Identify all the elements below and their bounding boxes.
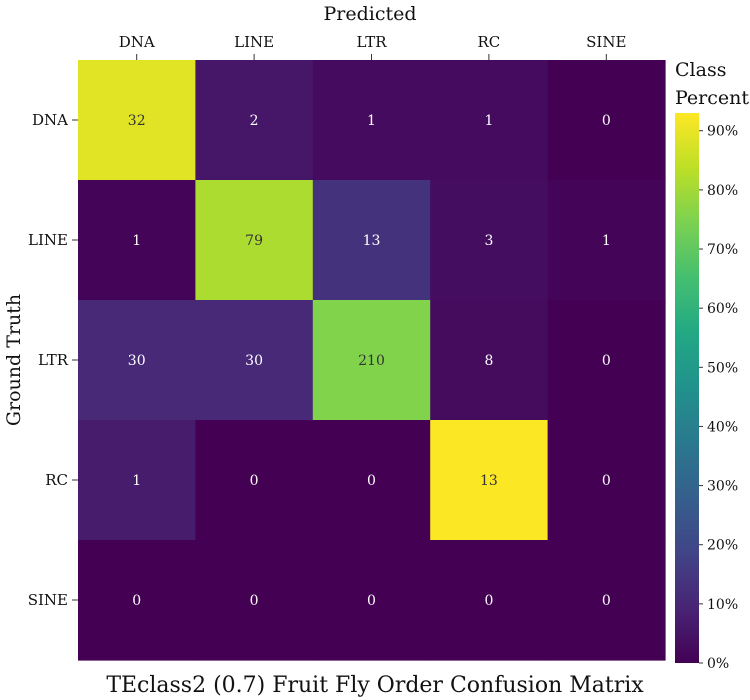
- y-tick-label: LTR: [38, 351, 69, 369]
- cell-count-label: 2: [250, 113, 259, 129]
- colorbar-tick-label: 60%: [707, 301, 738, 317]
- colorbar-tick-label: 30%: [707, 479, 738, 495]
- heatmap-cell: [430, 180, 549, 301]
- colorbar-tick-label: 90%: [707, 124, 738, 140]
- heatmap-cell: [430, 420, 549, 541]
- cell-count-label: 0: [602, 593, 611, 609]
- cell-count-label: 1: [132, 473, 141, 489]
- heatmap-cell: [547, 60, 666, 181]
- cell-count-label: 0: [484, 593, 493, 609]
- heatmap-cell: [312, 300, 431, 421]
- heatmap-cell: [195, 300, 314, 421]
- cell-count-label: 0: [602, 473, 611, 489]
- y-tick-label: RC: [45, 471, 68, 489]
- heatmap-cell-labels: 32 2 1 1 01 79 13 3 130 30 210 8 01 0 0 13 00 0 0 0 0: [128, 113, 611, 609]
- cell-count-label: 1: [602, 233, 611, 249]
- heatmap-cell: [195, 180, 314, 301]
- cell-count-label: 0: [250, 473, 259, 489]
- y-axis-ticks: DNA LINE LTR RC SINE: [28, 111, 78, 609]
- y-axis-title: Ground Truth: [3, 294, 25, 426]
- colorbar-ticks: 0% 10% 20% 30% 40% 50% 60% 70% 80% 90%: [699, 124, 738, 672]
- colorbar-tick-label: 20%: [707, 538, 738, 554]
- cell-count-label: 1: [367, 113, 376, 129]
- heatmap-cell: [312, 180, 431, 301]
- heatmap-cell: [547, 300, 666, 421]
- heatmap-cell: [312, 60, 431, 181]
- heatmap-cell: [430, 60, 549, 181]
- colorbar-tick-label: 10%: [707, 597, 738, 613]
- heatmap-cell: [78, 180, 196, 301]
- cell-count-label: 32: [128, 113, 146, 129]
- cell-count-label: 0: [602, 113, 611, 129]
- cell-count-label: 30: [128, 353, 146, 369]
- cell-count-label: 0: [367, 593, 376, 609]
- heatmap-cell: [430, 300, 549, 421]
- cell-count-label: 13: [480, 473, 498, 489]
- heatmap-cell: [195, 60, 314, 181]
- colorbar-title-line-2: Percent: [675, 87, 749, 109]
- heatmap-cell: [312, 540, 431, 661]
- cell-count-label: 0: [132, 593, 141, 609]
- heatmap-cell: [195, 540, 314, 661]
- colorbar-title-line-1: Class: [675, 59, 726, 81]
- cell-count-label: 79: [245, 233, 263, 249]
- heatmap-cell: [78, 540, 196, 661]
- cell-count-label: 1: [132, 233, 141, 249]
- cell-count-label: 0: [602, 353, 611, 369]
- x-tick-label: LINE: [234, 33, 274, 51]
- chart-title: TEclass2 (0.7) Fruit Fly Order Confusion…: [106, 673, 644, 698]
- heatmap-cell: [78, 300, 196, 421]
- heatmap-cell: [312, 420, 431, 541]
- heatmap-cell: [78, 420, 196, 541]
- x-tick-label: LTR: [356, 33, 387, 51]
- x-tick-label: RC: [478, 33, 501, 51]
- colorbar-tick-label: 0%: [707, 656, 729, 672]
- colorbar-tick-label: 70%: [707, 242, 738, 258]
- cell-count-label: 0: [367, 473, 376, 489]
- y-tick-label: SINE: [28, 591, 68, 609]
- colorbar-gradient: [675, 113, 699, 663]
- heatmap-cell: [547, 420, 666, 541]
- heatmap-cell: [430, 540, 549, 661]
- heatmap-cell: [547, 180, 666, 301]
- heatmap-cell: [547, 540, 666, 661]
- y-tick-label: DNA: [32, 111, 68, 129]
- colorbar-tick-label: 80%: [707, 183, 738, 199]
- y-tick-label: LINE: [28, 231, 68, 249]
- cell-count-label: 13: [363, 233, 381, 249]
- cell-count-label: 3: [484, 233, 493, 249]
- colorbar: Class Percent 0% 10% 20% 30% 40% 50% 60% 70% 80%…: [675, 59, 749, 672]
- heatmap-cells: [78, 60, 666, 661]
- cell-count-label: 1: [484, 113, 493, 129]
- heatmap-cell: [78, 60, 196, 181]
- cell-count-label: 210: [358, 353, 385, 369]
- colorbar-tick-label: 40%: [707, 419, 738, 435]
- x-axis-ticks: DNA LINE LTR RC SINE: [119, 33, 626, 60]
- cell-count-label: 8: [484, 353, 493, 369]
- heatmap-cell: [195, 420, 314, 541]
- x-tick-label: DNA: [119, 33, 155, 51]
- cell-count-label: 0: [250, 593, 259, 609]
- colorbar-tick-label: 50%: [707, 360, 738, 376]
- x-axis-title: Predicted: [323, 3, 416, 25]
- cell-count-label: 30: [245, 353, 263, 369]
- x-tick-label: SINE: [586, 33, 626, 51]
